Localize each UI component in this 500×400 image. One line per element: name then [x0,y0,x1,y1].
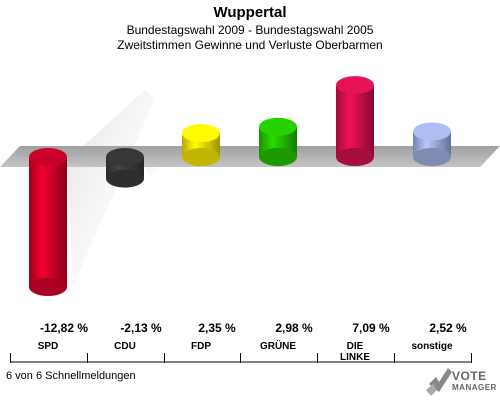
category-label-die-linke-1: LINKE [340,352,370,363]
value-label-die-linke: 7,09 % [352,321,390,335]
vote-manager-logo: VOTE MANAGER [426,364,500,400]
category-label-fdp: FDP [191,341,211,352]
chart-title: Wuppertal [213,4,287,21]
bar-sonstige [413,122,451,166]
vote-check-icon [426,368,452,396]
bar-top-sonstige [413,122,451,141]
category-label-cdu: CDU [114,341,136,352]
bar-top-fdp [182,124,220,143]
bar-gruene [259,117,297,166]
bar-base-gruene [259,148,297,166]
bar-die-linke [336,76,374,166]
value-label-cdu: -2,13 % [120,321,162,335]
category-label-spd: SPD [38,341,59,352]
bar-top-spd [29,148,67,166]
category-label-sonstige: sonstige [411,341,453,352]
bar-fdp [182,124,220,166]
bar-shadow-spd [67,89,155,287]
logo-text-vote: VOTE [452,369,487,383]
bar-base-spd [29,278,67,296]
status-text: 6 von 6 Schnellmeldungen [6,370,136,382]
chart-subtitle-1: Bundestagswahl 2009 - Bundestagswahl 200… [126,23,374,37]
chart-subtitle-2: Zweitstimmen Gewinne und Verluste Oberba… [117,38,383,52]
bar-top-gruene [259,117,297,136]
value-label-sonstige: 2,52 % [429,321,467,335]
bar-body-spd [29,157,67,287]
bar-spd [29,148,67,296]
bar-cdu [106,148,144,188]
value-label-fdp: 2,35 % [198,321,236,335]
logo-text-manager: MANAGER [452,383,497,392]
bar-base-sonstige [413,148,451,166]
bar-top-cdu [106,148,144,166]
value-label-gruene: 2,98 % [275,321,313,335]
category-label-die-linke: DIE [347,341,364,352]
category-label-gruene: GRÜNE [260,339,296,352]
bar-base-cdu [106,169,144,188]
bar-base-fdp [182,148,220,166]
value-label-spd: -12,82 % [40,321,88,335]
bar-body-die-linke [336,85,374,157]
bar-base-die-linke [336,148,374,166]
bar-top-die-linke [336,76,374,95]
